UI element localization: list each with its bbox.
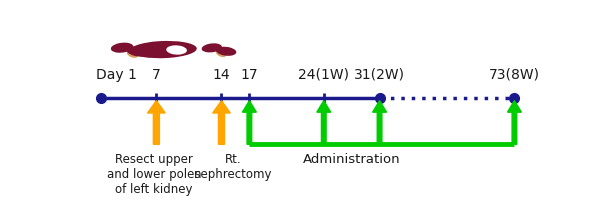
FancyArrow shape: [508, 101, 521, 144]
Text: Resect upper
and lower poles
of left kidney: Resect upper and lower poles of left kid…: [107, 153, 201, 196]
Ellipse shape: [216, 49, 227, 57]
Text: Day 1: Day 1: [96, 68, 137, 82]
Text: 73(8W): 73(8W): [489, 68, 540, 82]
Text: 14: 14: [212, 68, 230, 82]
Text: Administration: Administration: [303, 153, 400, 166]
FancyArrow shape: [242, 101, 256, 144]
Ellipse shape: [166, 45, 187, 55]
Text: Rt.
nephrectomy: Rt. nephrectomy: [194, 153, 272, 181]
FancyArrow shape: [373, 101, 386, 144]
Ellipse shape: [172, 49, 186, 56]
FancyArrow shape: [148, 101, 165, 144]
Text: 31(2W): 31(2W): [354, 68, 405, 82]
Ellipse shape: [216, 47, 236, 56]
Text: 7: 7: [152, 68, 161, 82]
FancyArrow shape: [317, 101, 331, 144]
FancyArrow shape: [212, 101, 230, 144]
Ellipse shape: [202, 43, 222, 52]
Ellipse shape: [111, 43, 133, 53]
Ellipse shape: [127, 49, 139, 58]
Text: 24(1W): 24(1W): [298, 68, 349, 82]
Ellipse shape: [127, 46, 149, 56]
Text: 17: 17: [241, 68, 258, 82]
Ellipse shape: [130, 41, 197, 58]
